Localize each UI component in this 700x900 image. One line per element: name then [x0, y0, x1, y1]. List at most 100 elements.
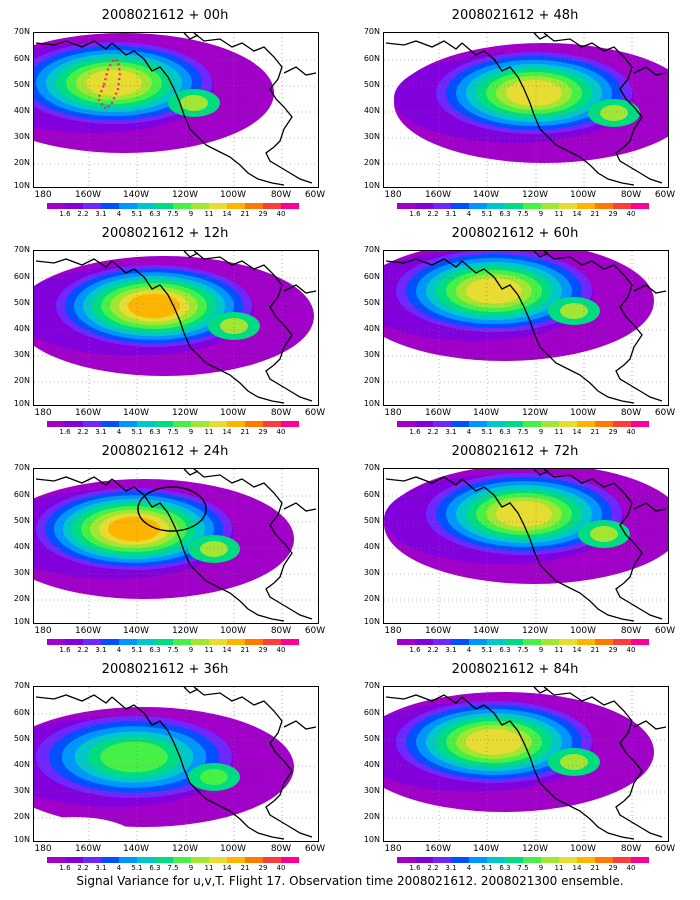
- latitude-tick-label: 10N: [363, 617, 380, 626]
- latitude-tick-label: 40N: [363, 106, 380, 115]
- colorbar-segment: [469, 203, 487, 209]
- colorbar-segment: [397, 421, 415, 427]
- colorbar-tick-label: 14: [572, 646, 582, 654]
- colorbar-tick-label: 21: [240, 210, 250, 218]
- latitude-tick-label: 30N: [13, 786, 30, 795]
- colorbar-segment: [577, 421, 595, 427]
- colorbar-segment: [541, 203, 559, 209]
- colorbar-tick-label: 11: [554, 210, 564, 218]
- colorbar-segment: [433, 421, 451, 427]
- latitude-tick-label: 60N: [13, 708, 30, 717]
- colorbar-tick-label: 11: [554, 864, 564, 872]
- colorbar-tick-label: 9: [188, 864, 194, 872]
- latitude-tick-label: 50N: [13, 298, 30, 307]
- colorbar-segment: [451, 203, 469, 209]
- colorbar-tick-label: 29: [608, 428, 618, 436]
- colorbar-segment: [101, 203, 119, 209]
- longitude-tick-label: 60W: [304, 844, 326, 854]
- colorbar-segment: [487, 203, 505, 209]
- colorbar-ticks: 1.6 2.2 3.1 4 5.1 6.3 7.5 9 11 14 21 29 40: [47, 864, 317, 874]
- colorbar-tick-label: 11: [554, 428, 564, 436]
- colorbar-tick-label: 4: [466, 864, 472, 872]
- longitude-tick-label: 100W: [569, 408, 597, 418]
- colorbar-segment: [631, 857, 649, 863]
- latitude-tick-label: 20N: [13, 812, 30, 821]
- colorbar-ticks: 1.6 2.2 3.1 4 5.1 6.3 7.5 9 11 14 21 29 40: [397, 864, 667, 874]
- colorbar-tick-label: 11: [554, 646, 564, 654]
- map-panel: 2008021612 + 72h 70N 60N 50N 40N 30N 20N 10N 180…: [350, 436, 680, 654]
- latitude-tick-label: 40N: [363, 324, 380, 333]
- colorbar-segment: [83, 203, 101, 209]
- longitude-tick-label: 180: [34, 844, 52, 854]
- colorbar-tick-label: 14: [222, 646, 232, 654]
- longitude-tick-label: 180: [384, 190, 402, 200]
- colorbar-segment: [209, 857, 227, 863]
- colorbar-tick-label: 1.6: [59, 210, 71, 218]
- longitude-tick-label: 100W: [219, 844, 247, 854]
- colorbar-segment: [577, 639, 595, 645]
- colorbar-tick-label: 4: [116, 210, 122, 218]
- colorbar-tick-label: 11: [204, 210, 214, 218]
- longitude-tick-label: 60W: [304, 408, 326, 418]
- colorbar-tick-label: 5.1: [131, 864, 143, 872]
- longitude-tick-label: 80W: [620, 626, 642, 636]
- colorbar-segment: [263, 203, 281, 209]
- colorbar-tick-label: 3.1: [95, 428, 107, 436]
- colorbar-tick-label: 21: [240, 428, 250, 436]
- colorbar-segment: [487, 421, 505, 427]
- longitude-tick-label: 140W: [122, 408, 150, 418]
- colorbar-segment: [433, 639, 451, 645]
- map-panel: 2008021612 + 36h 70N 60N 50N 40N 30N 20N 10N 180…: [0, 654, 330, 872]
- colorbar-segment: [191, 421, 209, 427]
- colorbar-segment: [65, 639, 83, 645]
- colorbar-segment: [541, 421, 559, 427]
- colorbar: [397, 203, 667, 209]
- latitude-tick-label: 60N: [363, 272, 380, 281]
- colorbar-ticks: 1.6 2.2 3.1 4 5.1 6.3 7.5 9 11 14 21 29 40: [397, 210, 667, 220]
- colorbar-tick-label: 6.3: [149, 210, 161, 218]
- latitude-tick-label: 40N: [13, 106, 30, 115]
- colorbar-tick-label: 14: [222, 428, 232, 436]
- colorbar-segment: [263, 857, 281, 863]
- colorbar-tick-label: 6.3: [149, 646, 161, 654]
- panel-title: 2008021612 + 72h: [451, 444, 579, 459]
- colorbar-tick-label: 7.5: [517, 210, 529, 218]
- longitude-tick-label: 160W: [424, 408, 452, 418]
- latitude-tick-label: 40N: [13, 542, 30, 551]
- colorbar-segment: [433, 857, 451, 863]
- colorbar-segment: [613, 203, 631, 209]
- longitude-tick-label: 120W: [171, 844, 199, 854]
- colorbar-segment: [595, 639, 613, 645]
- colorbar-segment: [487, 857, 505, 863]
- colorbar-segment: [227, 421, 245, 427]
- colorbar-tick-label: 6.3: [149, 864, 161, 872]
- latitude-tick-label: 30N: [13, 568, 30, 577]
- colorbar-segment: [83, 421, 101, 427]
- colorbar-tick-label: 3.1: [445, 864, 457, 872]
- colorbar-tick-label: 21: [590, 428, 600, 436]
- longitude-tick-label: 60W: [304, 190, 326, 200]
- colorbar-segment: [595, 857, 613, 863]
- longitude-tick-label: 60W: [654, 408, 676, 418]
- colorbar-tick-label: 21: [590, 864, 600, 872]
- colorbar-tick-label: 4: [116, 646, 122, 654]
- colorbar-segment: [397, 639, 415, 645]
- latitude-tick-label: 50N: [363, 298, 380, 307]
- longitude-tick-label: 180: [384, 408, 402, 418]
- latitude-tick-label: 10N: [13, 181, 30, 190]
- colorbar-segment: [263, 421, 281, 427]
- variance-map: [33, 686, 319, 842]
- colorbar-segment: [613, 639, 631, 645]
- colorbar-segment: [415, 639, 433, 645]
- longitude-tick-label: 160W: [74, 844, 102, 854]
- colorbar-segment: [433, 203, 451, 209]
- colorbar-segment: [523, 857, 541, 863]
- colorbar-ticks: 1.6 2.2 3.1 4 5.1 6.3 7.5 9 11 14 21 29 40: [397, 646, 667, 656]
- longitude-tick-label: 160W: [74, 190, 102, 200]
- variance-map: [33, 32, 319, 188]
- colorbar-tick-label: 11: [204, 864, 214, 872]
- latitude-tick-label: 50N: [363, 516, 380, 525]
- longitude-tick-label: 80W: [270, 408, 292, 418]
- colorbar-segment: [173, 203, 191, 209]
- colorbar-tick-label: 40: [626, 646, 636, 654]
